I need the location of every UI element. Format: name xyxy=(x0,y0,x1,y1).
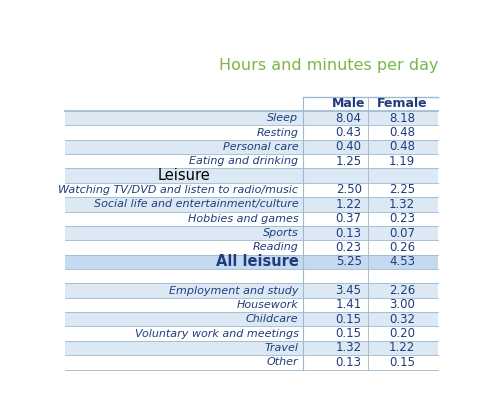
Text: 1.25: 1.25 xyxy=(336,155,362,168)
Bar xyxy=(65,283,438,298)
Text: Resting: Resting xyxy=(256,128,299,138)
Text: Hobbies and games: Hobbies and games xyxy=(188,214,299,224)
Bar xyxy=(65,312,438,327)
Bar xyxy=(65,140,438,154)
Text: 0.23: 0.23 xyxy=(389,212,415,225)
Text: Hours and minutes per day: Hours and minutes per day xyxy=(218,58,438,73)
Text: 0.20: 0.20 xyxy=(389,327,415,340)
Text: 2.50: 2.50 xyxy=(336,183,362,196)
Text: 4.53: 4.53 xyxy=(389,255,415,268)
Bar xyxy=(65,341,438,355)
Text: Female: Female xyxy=(377,97,427,110)
Text: 0.37: 0.37 xyxy=(336,212,362,225)
Text: 8.18: 8.18 xyxy=(389,112,415,125)
Text: 0.07: 0.07 xyxy=(389,226,415,239)
Bar xyxy=(65,111,438,126)
Bar xyxy=(65,168,438,183)
Text: 1.41: 1.41 xyxy=(335,299,362,311)
Bar xyxy=(65,197,438,211)
Text: 0.32: 0.32 xyxy=(389,313,415,326)
Text: 0.43: 0.43 xyxy=(336,126,362,139)
Text: 0.48: 0.48 xyxy=(389,141,415,153)
Text: 0.13: 0.13 xyxy=(336,226,362,239)
Text: 2.26: 2.26 xyxy=(389,284,415,297)
Text: Employment and study: Employment and study xyxy=(169,286,299,296)
Text: Watching TV/DVD and listen to radio/music: Watching TV/DVD and listen to radio/musi… xyxy=(58,185,299,195)
Text: Leisure: Leisure xyxy=(158,168,211,183)
Bar xyxy=(65,226,438,240)
Text: 3.45: 3.45 xyxy=(336,284,362,297)
Text: 1.22: 1.22 xyxy=(389,342,415,354)
Text: Travel: Travel xyxy=(265,343,299,353)
Text: 3.00: 3.00 xyxy=(389,299,415,311)
Text: 0.26: 0.26 xyxy=(389,241,415,254)
Text: 0.48: 0.48 xyxy=(389,126,415,139)
Text: Male: Male xyxy=(332,97,365,110)
Text: 0.40: 0.40 xyxy=(336,141,362,153)
Text: 0.15: 0.15 xyxy=(336,327,362,340)
Bar xyxy=(65,255,438,269)
Text: 1.19: 1.19 xyxy=(389,155,415,168)
Text: Reading: Reading xyxy=(252,242,299,252)
Text: 8.04: 8.04 xyxy=(336,112,362,125)
Text: Other: Other xyxy=(267,357,299,367)
Text: 1.32: 1.32 xyxy=(336,342,362,354)
Text: Childcare: Childcare xyxy=(246,314,299,324)
Text: 0.15: 0.15 xyxy=(389,356,415,369)
Text: 1.32: 1.32 xyxy=(389,198,415,211)
Text: 0.23: 0.23 xyxy=(336,241,362,254)
Text: 5.25: 5.25 xyxy=(336,255,362,268)
Text: 1.22: 1.22 xyxy=(335,198,362,211)
Text: Social life and entertainment/culture: Social life and entertainment/culture xyxy=(94,199,299,209)
Text: 0.13: 0.13 xyxy=(336,356,362,369)
Text: Sleep: Sleep xyxy=(267,113,299,123)
Text: Sports: Sports xyxy=(263,228,299,238)
Text: Housework: Housework xyxy=(237,300,299,310)
Text: Eating and drinking: Eating and drinking xyxy=(190,156,299,166)
Text: All leisure: All leisure xyxy=(216,254,299,269)
Text: Personal care: Personal care xyxy=(223,142,299,152)
Text: 0.15: 0.15 xyxy=(336,313,362,326)
Text: 2.25: 2.25 xyxy=(389,183,415,196)
Text: Voluntary work and meetings: Voluntary work and meetings xyxy=(135,329,299,339)
